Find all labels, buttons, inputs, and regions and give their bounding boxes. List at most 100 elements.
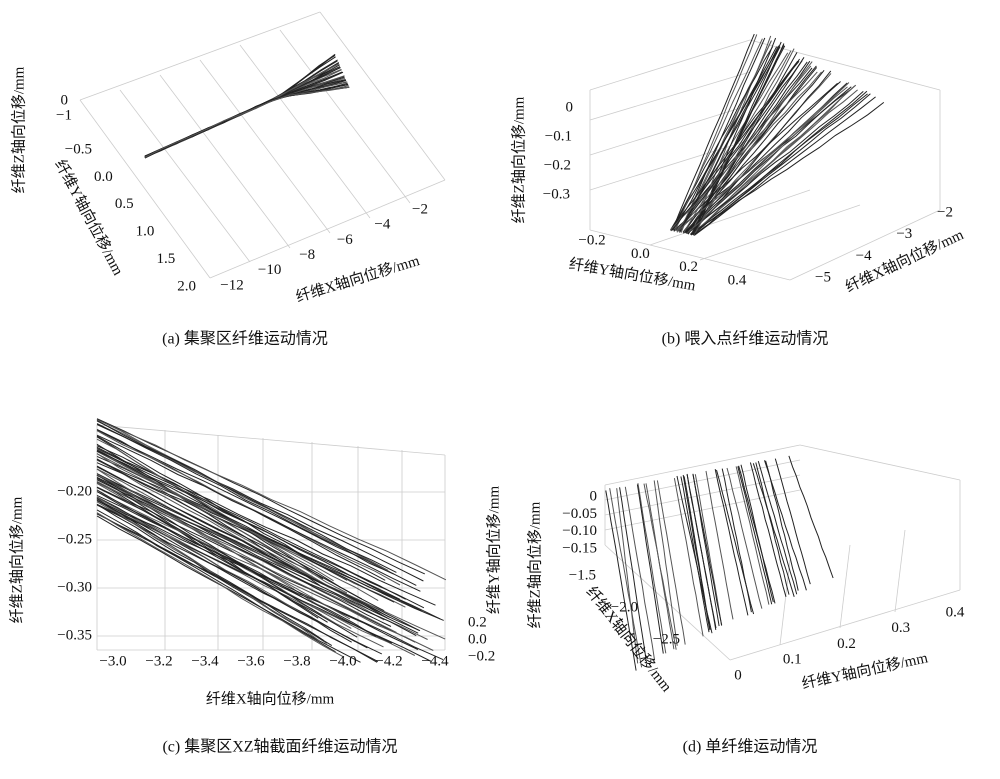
fiber-line <box>96 476 419 634</box>
tick-label: −0.2 <box>544 157 571 173</box>
tick-label: −1.5 <box>569 567 596 583</box>
grid-line <box>589 39 751 91</box>
fiber-line <box>740 464 774 603</box>
axis-label: 纤维Z轴向位移/mm <box>510 96 527 223</box>
fiber-line <box>144 81 348 158</box>
fiber-line <box>96 468 328 611</box>
tick-label: −0.05 <box>562 506 597 522</box>
fiber-line <box>96 499 320 642</box>
fiber-line <box>144 54 336 157</box>
fiber-line <box>609 488 643 668</box>
fiber-line <box>774 458 811 585</box>
fiber-line <box>96 494 419 650</box>
fiber-line <box>96 448 348 594</box>
fiber-line <box>636 484 664 654</box>
fiber-line <box>691 93 868 235</box>
grid-line <box>789 209 941 281</box>
fiber-line <box>96 430 401 586</box>
grid-line <box>589 104 751 156</box>
fiber-line <box>96 500 368 649</box>
fiber-line <box>144 82 348 158</box>
tick-label: −0.35 <box>57 627 92 643</box>
fiber-line <box>96 443 320 586</box>
tick-label: −3 <box>896 226 912 242</box>
tick-label: −8 <box>299 247 315 263</box>
fiber-line <box>687 91 864 235</box>
fiber-line <box>788 455 834 579</box>
caption: (c) 集聚区XZ轴截面纤维运动情况 <box>162 738 397 756</box>
grid-line <box>209 179 446 279</box>
grid-line <box>604 489 801 531</box>
fiber-line <box>687 83 848 233</box>
fiber-line <box>96 419 447 581</box>
axis-label: 纤维Z轴向位移/mm <box>10 66 27 193</box>
fiber-line <box>96 459 441 620</box>
tick-label: 0.0 <box>468 631 487 647</box>
panel: −2−3−4−5 纤维X轴向位移/mm−0.20.00.20.4纤维Y轴向位移/m… <box>510 33 967 348</box>
fiber-line <box>689 102 885 235</box>
fiber-line <box>735 466 770 605</box>
fiber-line <box>680 476 710 633</box>
fiber-line <box>765 460 799 591</box>
fiber-line <box>656 480 686 645</box>
tick-label: −12 <box>220 277 243 293</box>
tick-label: 0.0 <box>631 246 650 262</box>
tick-label: −10 <box>258 262 281 278</box>
tick-label: −4.2 <box>375 653 402 669</box>
grid-line <box>159 74 291 249</box>
fiber-line <box>96 480 397 633</box>
fiber-line <box>144 86 350 158</box>
axis-label: 纤维Y轴向位移/mm <box>800 649 929 692</box>
fiber-line <box>686 474 717 630</box>
fiber-line <box>678 60 803 232</box>
grid-line <box>729 589 961 661</box>
fiber-line <box>624 486 656 661</box>
fiber-line <box>96 429 417 586</box>
fiber-line <box>96 509 336 653</box>
tick-label: −4.0 <box>329 653 356 669</box>
tick-label: −3.0 <box>99 653 126 669</box>
tick-label: −0.3 <box>543 186 570 202</box>
tick-label: −0.5 <box>65 141 92 157</box>
fiber-line <box>144 56 336 157</box>
tick-label: −0.20 <box>57 483 92 499</box>
grid-line <box>779 559 791 646</box>
fiber-line <box>96 489 358 638</box>
tick-label: 2.0 <box>177 278 196 294</box>
fiber-line <box>96 424 424 582</box>
fiber-line <box>144 62 340 158</box>
panel: −3.0 −3.2 −3.4 −3.6 −3.8 −4.0 −4.2 −4.4 纤维X轴向位移/… <box>8 418 502 756</box>
fiber-line <box>672 60 800 230</box>
fiber-line <box>96 491 393 644</box>
tick-label: 0.5 <box>115 196 134 212</box>
fiber-line <box>673 478 704 637</box>
fiber-line <box>96 450 425 609</box>
fiber-line <box>96 512 378 663</box>
fiber-line <box>619 487 648 664</box>
fiber-line <box>96 446 436 606</box>
fiber-line <box>726 467 763 609</box>
tick-label: −6 <box>337 232 353 248</box>
grid-line <box>79 11 321 101</box>
tick-label: −0.15 <box>562 540 597 556</box>
fiber-line <box>144 86 350 157</box>
axis-label: 纤维Y轴向位移/mm <box>485 486 502 615</box>
fiber-line <box>691 85 856 234</box>
axis-label: 纤维Y轴向位移/mm <box>51 157 126 279</box>
fiber-line <box>637 483 667 654</box>
fiber-line <box>96 479 417 637</box>
fiber-line <box>737 466 773 605</box>
tick-label: 1.5 <box>156 251 175 267</box>
axis-label: 纤维X轴向位移/mm <box>206 690 335 707</box>
fiber-line <box>144 54 336 157</box>
tick-label: −0.25 <box>57 531 92 547</box>
grid-line <box>279 29 411 204</box>
grid-line <box>894 529 906 613</box>
axis-label: 纤维Z轴向位移/mm <box>8 496 25 623</box>
grid-line <box>319 11 446 181</box>
grid-line <box>839 544 851 629</box>
fiber-line <box>671 33 755 231</box>
tick-label: −4 <box>856 248 872 264</box>
axis-label: 纤维Z轴向位移/mm <box>526 501 543 628</box>
